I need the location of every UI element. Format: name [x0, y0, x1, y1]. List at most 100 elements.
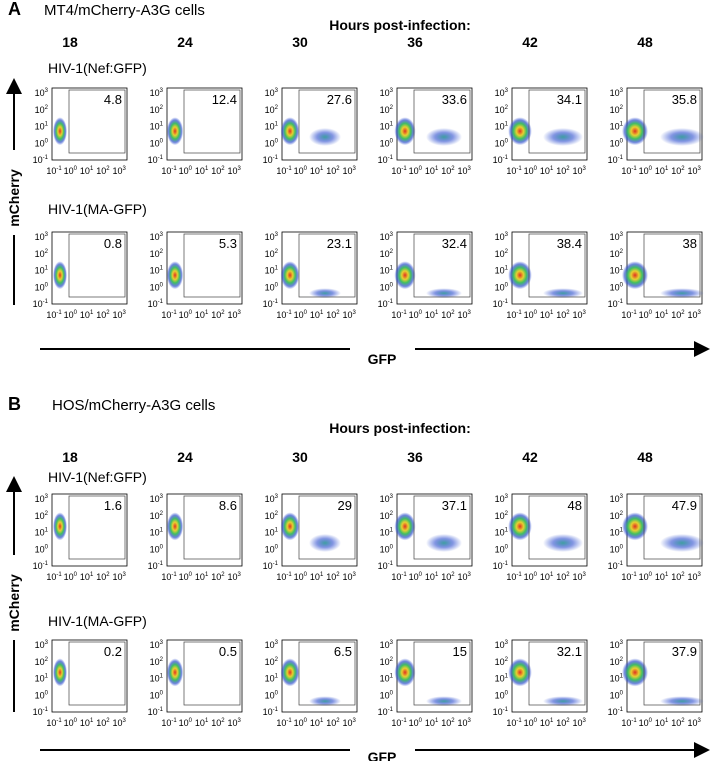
tick-exponent: -1 [401, 166, 407, 172]
tick-label: 100 [380, 282, 394, 292]
tick-label: 101 [265, 122, 279, 132]
tick-base: 10 [391, 718, 401, 728]
tick-base: 10 [556, 166, 566, 176]
population [280, 117, 300, 146]
tick-exponent: 1 [275, 674, 279, 680]
tick-exponent: -1 [43, 299, 49, 305]
tick-exponent: 2 [221, 166, 225, 172]
tick-exponent: 3 [698, 166, 702, 172]
tick-base: 10 [150, 249, 160, 259]
tick-exponent: 3 [275, 88, 279, 94]
tick-label: 10-1 [506, 310, 522, 320]
tick-label: 100 [64, 718, 78, 728]
population [508, 261, 532, 290]
tick-label: 103 [343, 572, 357, 582]
population [309, 533, 341, 552]
tick-base: 10 [380, 138, 390, 148]
tick-label: 10-1 [608, 561, 624, 571]
gate [413, 641, 471, 706]
tick-exponent: 0 [390, 138, 394, 144]
tick-label: 103 [343, 718, 357, 728]
gate [298, 233, 356, 298]
tick-base: 10 [265, 657, 275, 667]
tick-base: 10 [378, 707, 388, 717]
tick-label: 101 [380, 122, 394, 132]
tick-exponent: 0 [419, 166, 423, 172]
tick-base: 10 [573, 166, 583, 176]
tick-label: 103 [573, 572, 587, 582]
hour-label: 42 [522, 34, 538, 50]
tick-label: 10-1 [276, 310, 292, 320]
tick-label: 10-1 [378, 561, 394, 571]
hours-title: Hours post-infection: [329, 17, 471, 33]
tick-exponent: 3 [353, 166, 357, 172]
tick-base: 10 [195, 310, 205, 320]
tick-base: 10 [310, 310, 320, 320]
tick-base: 10 [80, 310, 90, 320]
tick-base: 10 [265, 640, 275, 650]
tick-exponent: -1 [171, 572, 177, 578]
tick-base: 10 [378, 561, 388, 571]
tick-exponent: 3 [45, 494, 49, 500]
tick-base: 10 [35, 105, 45, 115]
tick-exponent: 3 [390, 88, 394, 94]
tick-label: 102 [211, 166, 225, 176]
population [166, 261, 184, 290]
tick-exponent: 3 [390, 640, 394, 646]
tick-label: 100 [495, 690, 509, 700]
population [166, 117, 184, 146]
population [309, 127, 341, 146]
hour-label: 24 [177, 449, 193, 465]
tick-label: 103 [458, 718, 472, 728]
tick-exponent: -1 [401, 718, 407, 724]
tick-base: 10 [495, 640, 505, 650]
tick-exponent: 0 [275, 138, 279, 144]
gate [68, 89, 126, 154]
tick-exponent: 2 [681, 310, 685, 316]
tick-base: 10 [495, 249, 505, 259]
gate-value: 5.3 [219, 236, 237, 251]
tick-exponent: -1 [273, 155, 279, 161]
tick-exponent: -1 [388, 155, 394, 161]
tick-label: 102 [326, 572, 340, 582]
tick-base: 10 [276, 718, 286, 728]
tick-base: 10 [621, 310, 631, 320]
tick-exponent: 0 [534, 310, 538, 316]
tick-base: 10 [495, 544, 505, 554]
tick-label: 10-1 [621, 166, 637, 176]
tick-exponent: -1 [631, 310, 637, 316]
tick-label: 102 [556, 310, 570, 320]
tick-exponent: 1 [550, 310, 554, 316]
tick-exponent: 2 [336, 718, 340, 724]
tick-exponent: 3 [390, 494, 394, 500]
tick-label: 102 [96, 718, 110, 728]
tick-label: 100 [639, 166, 653, 176]
tick-base: 10 [610, 494, 620, 504]
tick-label: 100 [524, 718, 538, 728]
tick-exponent: 0 [505, 138, 509, 144]
tick-base: 10 [540, 572, 550, 582]
tick-label: 100 [524, 310, 538, 320]
tick-base: 10 [35, 511, 45, 521]
tick-label: 101 [655, 572, 669, 582]
tick-label: 10-1 [33, 299, 49, 309]
tick-base: 10 [150, 690, 160, 700]
tick-base: 10 [524, 572, 534, 582]
tick-base: 10 [276, 166, 286, 176]
tick-label: 100 [380, 690, 394, 700]
hour-label: 18 [62, 449, 78, 465]
tick-base: 10 [506, 166, 516, 176]
tick-base: 10 [265, 494, 275, 504]
tick-exponent: 2 [275, 511, 279, 517]
tick-exponent: 1 [320, 166, 324, 172]
tick-base: 10 [608, 299, 618, 309]
tick-label: 101 [195, 718, 209, 728]
tick-base: 10 [495, 690, 505, 700]
tick-exponent: 1 [550, 572, 554, 578]
tick-exponent: 2 [620, 249, 624, 255]
tick-base: 10 [150, 282, 160, 292]
tick-label: 101 [80, 310, 94, 320]
tick-label: 100 [639, 572, 653, 582]
